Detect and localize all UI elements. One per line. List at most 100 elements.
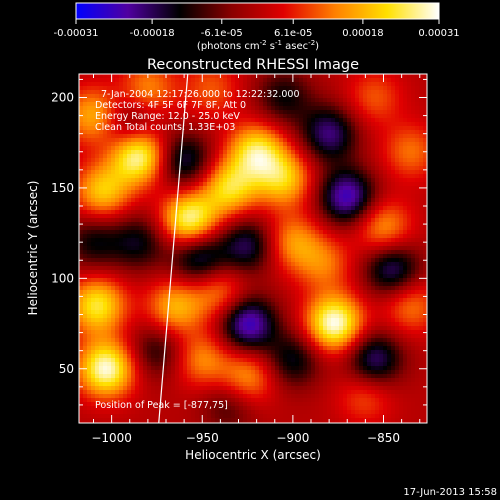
heatmap-cell xyxy=(159,122,164,127)
heatmap-cell xyxy=(151,254,156,259)
heatmap-cell xyxy=(123,74,128,79)
heatmap-cell xyxy=(411,290,416,295)
heatmap-cell xyxy=(131,182,136,187)
heatmap-cell xyxy=(135,150,140,155)
heatmap-cell xyxy=(211,270,216,275)
heatmap-cell xyxy=(151,294,156,299)
heatmap-cell xyxy=(367,250,372,255)
heatmap-cell xyxy=(403,262,408,267)
heatmap-cell xyxy=(79,86,84,91)
heatmap-cell xyxy=(115,94,120,99)
heatmap-cell xyxy=(271,278,276,283)
heatmap-cell xyxy=(399,282,404,287)
heatmap-cell xyxy=(323,262,328,267)
heatmap-cell xyxy=(283,158,288,163)
heatmap-cell xyxy=(143,278,148,283)
heatmap-cell xyxy=(411,198,416,203)
heatmap-cell xyxy=(367,118,372,123)
heatmap-cell xyxy=(267,218,272,223)
heatmap-cell xyxy=(231,130,236,135)
heatmap-cell xyxy=(243,206,248,211)
heatmap-cell xyxy=(391,114,396,119)
heatmap-cell xyxy=(375,130,380,135)
heatmap-cell xyxy=(403,194,408,199)
heatmap-cell xyxy=(219,78,224,83)
heatmap-cell xyxy=(239,110,244,115)
heatmap-cell xyxy=(99,214,104,219)
heatmap-cell xyxy=(355,186,360,191)
heatmap-cell xyxy=(95,210,100,215)
heatmap-cell xyxy=(83,142,88,147)
heatmap-cell xyxy=(407,226,412,231)
heatmap-cell xyxy=(95,282,100,287)
heatmap-cell xyxy=(207,186,212,191)
heatmap-cell xyxy=(387,198,392,203)
heatmap-cell xyxy=(223,194,228,199)
heatmap-cell xyxy=(123,222,128,227)
heatmap-cell xyxy=(103,198,108,203)
heatmap-cell xyxy=(263,250,268,255)
heatmap-cell xyxy=(95,274,100,279)
heatmap-cell xyxy=(347,198,352,203)
heatmap-cell xyxy=(331,130,336,135)
heatmap-cell xyxy=(207,202,212,207)
heatmap-cell xyxy=(395,218,400,223)
heatmap-cell xyxy=(103,290,108,295)
heatmap-cell xyxy=(279,110,284,115)
heatmap-cell xyxy=(363,138,368,143)
heatmap-cell xyxy=(207,254,212,259)
heatmap-cell xyxy=(291,182,296,187)
heatmap-cell xyxy=(107,194,112,199)
heatmap-cell xyxy=(187,114,192,119)
heatmap-cell xyxy=(91,178,96,183)
heatmap-cell xyxy=(247,98,252,103)
heatmap-cell xyxy=(115,102,120,107)
heatmap-cell xyxy=(231,102,236,107)
heatmap-cell xyxy=(271,290,276,295)
heatmap-cell xyxy=(235,190,240,195)
heatmap-cell xyxy=(351,166,356,171)
heatmap-cell xyxy=(415,102,420,107)
heatmap-cell xyxy=(247,174,252,179)
heatmap-cell xyxy=(395,238,400,243)
heatmap-cell xyxy=(343,178,348,183)
heatmap-cell xyxy=(299,210,304,215)
heatmap-cell xyxy=(163,190,168,195)
heatmap-cell xyxy=(251,122,256,127)
heatmap-cell xyxy=(271,110,276,115)
heatmap-cell xyxy=(391,138,396,143)
heatmap-cell xyxy=(123,210,128,215)
heatmap-cell xyxy=(287,158,292,163)
heatmap-cell xyxy=(307,90,312,95)
heatmap-cell xyxy=(299,102,304,107)
heatmap-cell xyxy=(143,170,148,175)
heatmap-cell xyxy=(187,270,192,275)
heatmap-cell xyxy=(311,110,316,115)
heatmap-cell xyxy=(247,186,252,191)
heatmap-cell xyxy=(87,98,92,103)
heatmap-cell xyxy=(135,106,140,111)
heatmap-cell xyxy=(231,174,236,179)
heatmap-cell xyxy=(107,222,112,227)
heatmap-cell xyxy=(239,238,244,243)
heatmap-cell xyxy=(279,290,284,295)
heatmap-cell xyxy=(323,178,328,183)
heatmap-cell xyxy=(335,126,340,131)
heatmap-cell xyxy=(115,170,120,175)
heatmap-cell xyxy=(87,154,92,159)
heatmap-cell xyxy=(235,286,240,291)
heatmap-cell xyxy=(111,246,116,251)
heatmap-cell xyxy=(203,114,208,119)
heatmap-cell xyxy=(343,198,348,203)
heatmap-cell xyxy=(331,106,336,111)
heatmap-cell xyxy=(215,214,220,219)
heatmap-cell xyxy=(275,270,280,275)
heatmap-cell xyxy=(423,274,427,279)
heatmap-cell xyxy=(151,218,156,223)
heatmap-cell xyxy=(335,178,340,183)
heatmap-cell xyxy=(179,218,184,223)
heatmap-cell xyxy=(91,146,96,151)
heatmap-cell xyxy=(247,126,252,131)
heatmap-cell xyxy=(339,78,344,83)
heatmap-cell xyxy=(419,134,424,139)
